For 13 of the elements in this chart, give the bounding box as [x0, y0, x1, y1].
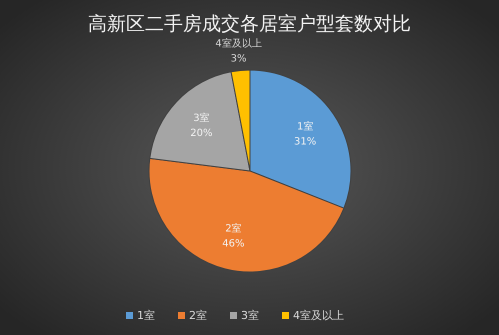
data-label: 20%: [190, 128, 213, 140]
slice-label: 1室: [296, 120, 314, 132]
chart-title: 高新区二手房成交各居室户型套数对比: [88, 13, 411, 35]
slice-label: 2室: [189, 309, 207, 322]
legend-label: 4室及以上: [293, 309, 344, 322]
legend-label: 3室: [241, 309, 259, 322]
legend-label: 1室: [137, 309, 155, 322]
data-label: 31%: [294, 136, 316, 148]
slice-label: 2室: [225, 222, 242, 234]
data-label: 3%: [230, 53, 247, 64]
data-label: 46%: [222, 238, 245, 250]
slice-label: 4室及以上: [215, 37, 262, 50]
slice-label: 3室: [193, 112, 210, 124]
